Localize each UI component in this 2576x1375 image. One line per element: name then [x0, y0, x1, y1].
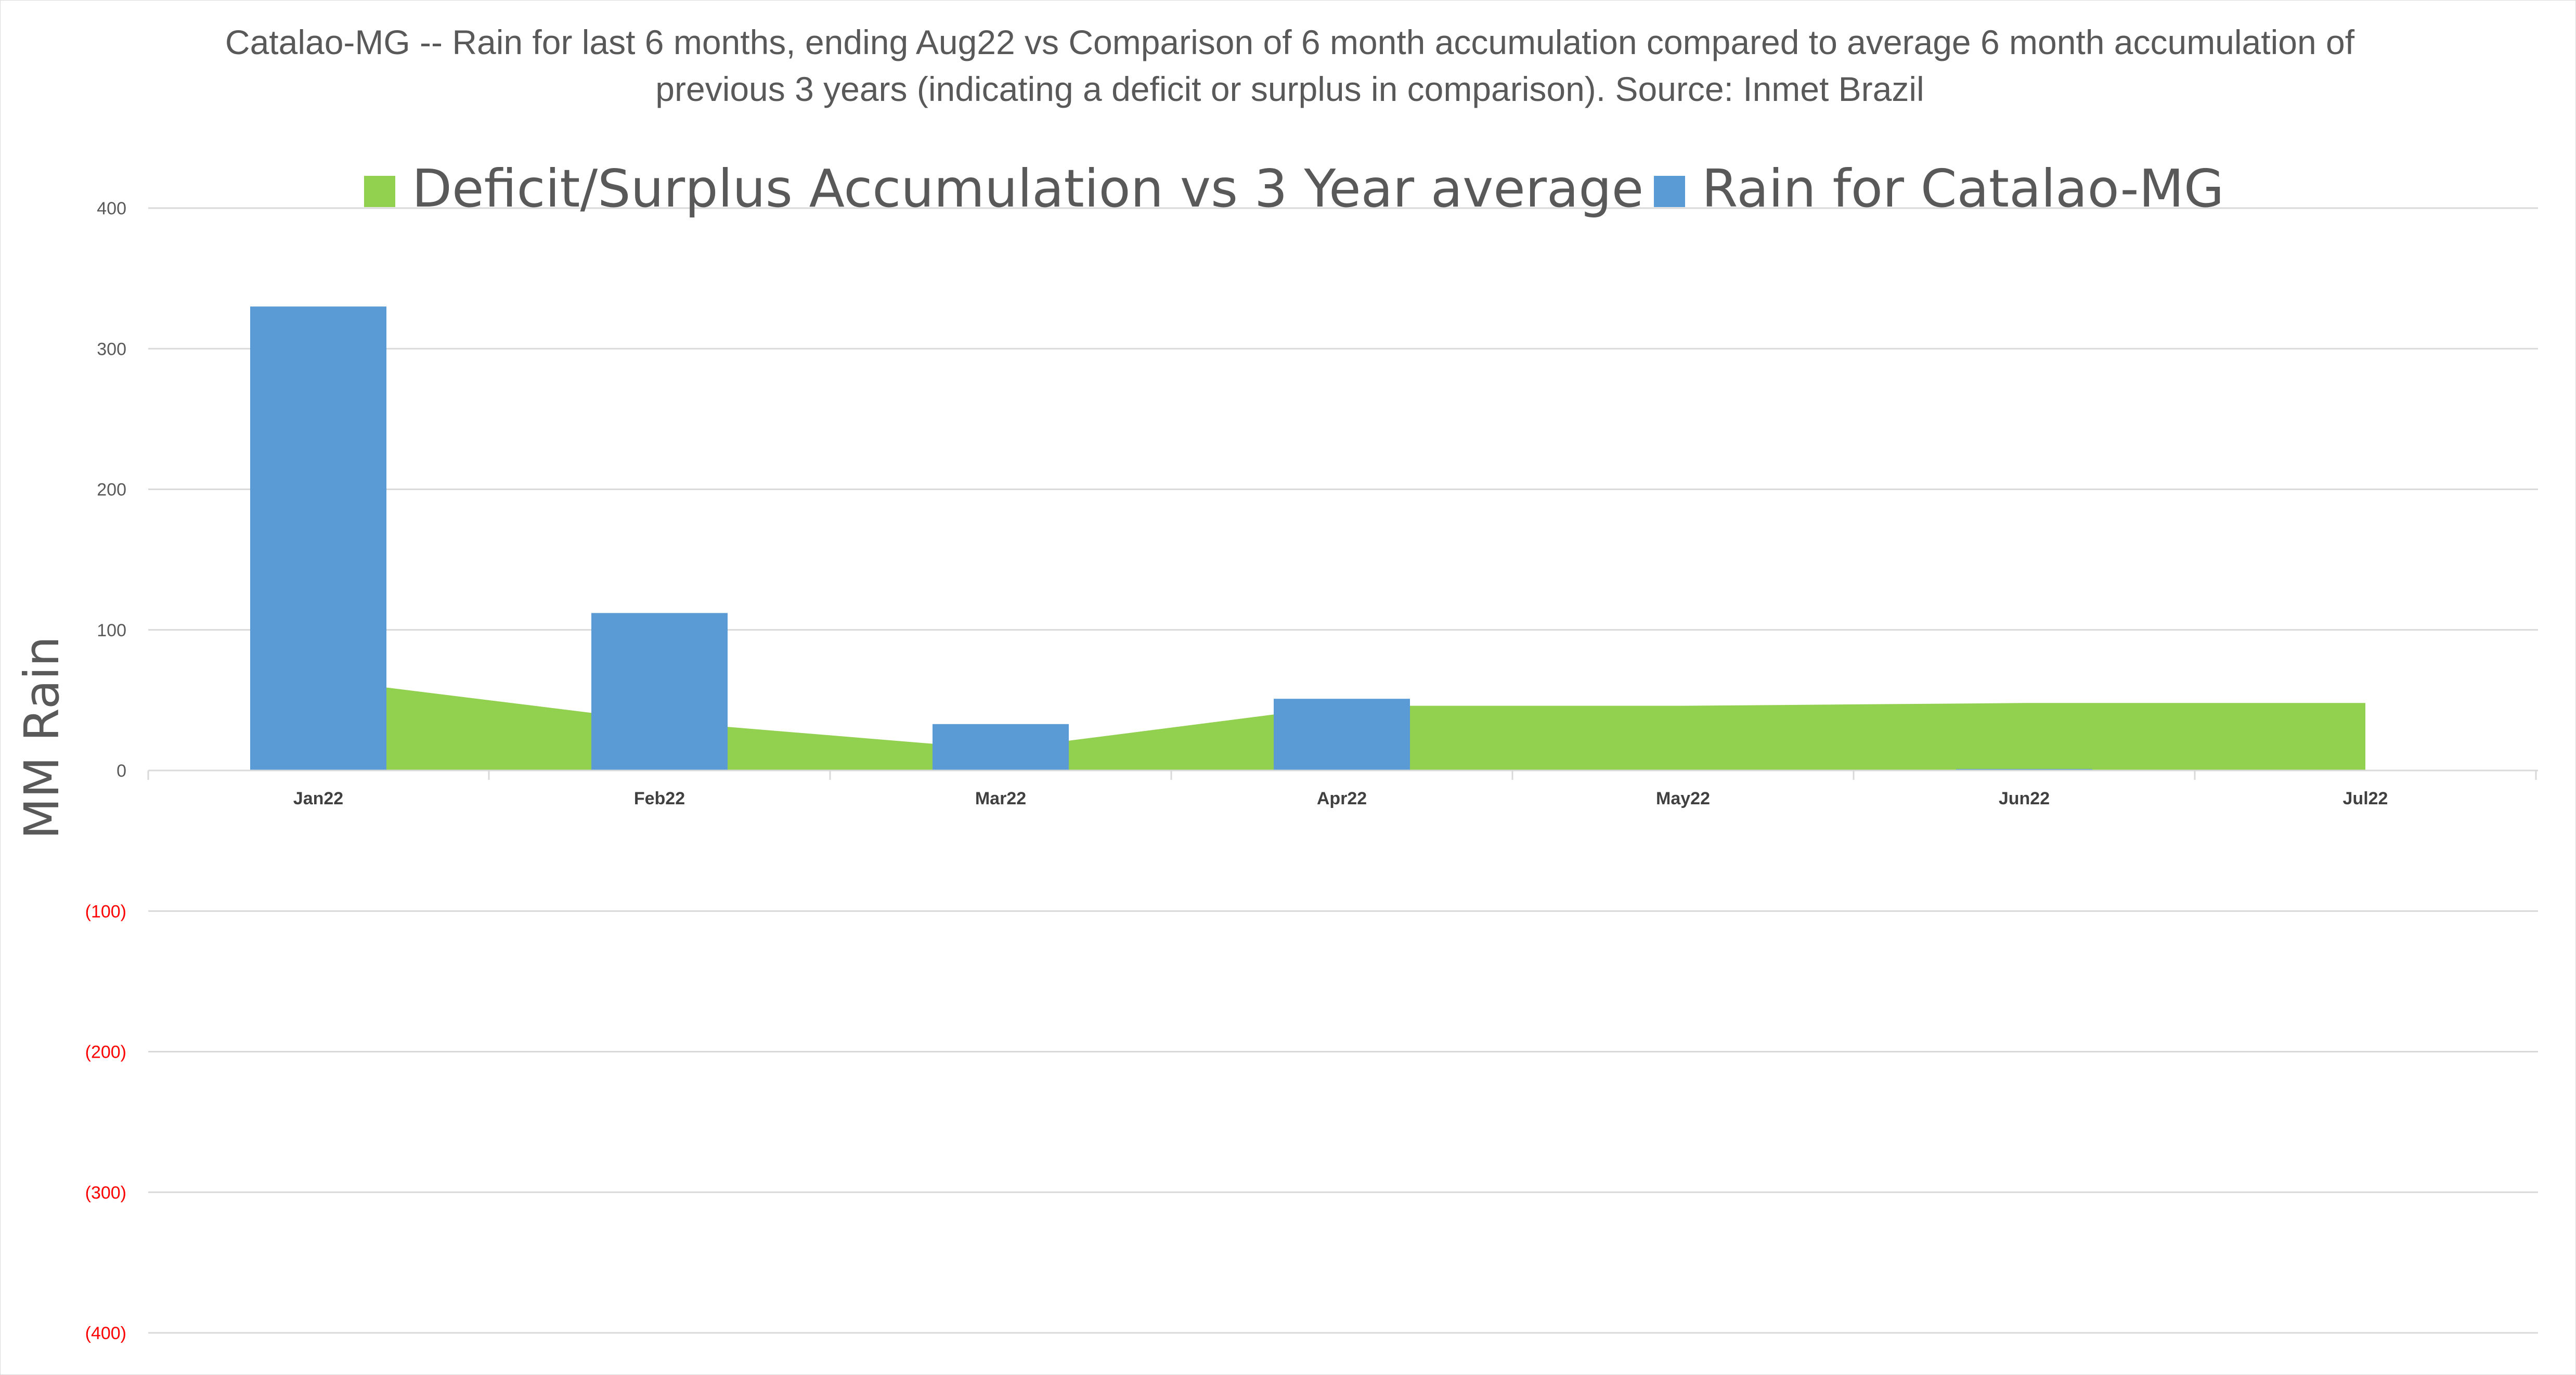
y-tick-label: (400) [85, 1323, 126, 1343]
bar-Mar22 [933, 724, 1069, 770]
y-tick-labels: 400 300 200 100 0 (100) (200) (300) (400) [85, 199, 126, 1343]
y-tick-label: 0 [116, 761, 126, 781]
y-tick-label: (100) [85, 902, 126, 921]
y-tick-label: (200) [85, 1043, 126, 1062]
y-tick-label: 100 [97, 621, 126, 640]
x-tick-label: Feb22 [634, 789, 685, 808]
chart-title: Catalao-MG -- Rain for last 6 months, en… [225, 23, 2355, 108]
axes [147, 769, 2538, 780]
bar-series [250, 306, 2092, 770]
legend-swatch [1654, 176, 1685, 207]
y-tick-label: 300 [97, 339, 126, 359]
y-axis-label: MM Rain [14, 636, 70, 839]
x-tick-label: Jan22 [293, 789, 343, 808]
x-tick-label: Mar22 [975, 789, 1026, 808]
legend: Deficit/Surplus Accumulation vs 3 Year a… [364, 158, 2224, 219]
y-tick-label: 400 [97, 199, 126, 219]
bar-Feb22 [591, 613, 728, 770]
y-tick-label: (300) [85, 1183, 126, 1203]
x-tick-label: Apr22 [1317, 789, 1367, 808]
x-tick-label: Jun22 [1999, 789, 2050, 808]
y-tick-label: 200 [97, 480, 126, 500]
legend-label: Rain for Catalao-MG [1702, 158, 2224, 219]
bar-Apr22 [1274, 699, 1410, 770]
legend-swatch [364, 176, 395, 207]
gridlines [148, 207, 2538, 1334]
legend-label: Deficit/Surplus Accumulation vs 3 Year a… [412, 158, 1643, 219]
x-tick-labels: Jan22 Feb22 Mar22 Apr22 May22 Jun22 Jul22 [293, 789, 2388, 808]
bar-Jan22 [250, 306, 386, 770]
x-tick-label: May22 [1656, 789, 1710, 808]
x-tick-label: Jul22 [2343, 789, 2388, 808]
